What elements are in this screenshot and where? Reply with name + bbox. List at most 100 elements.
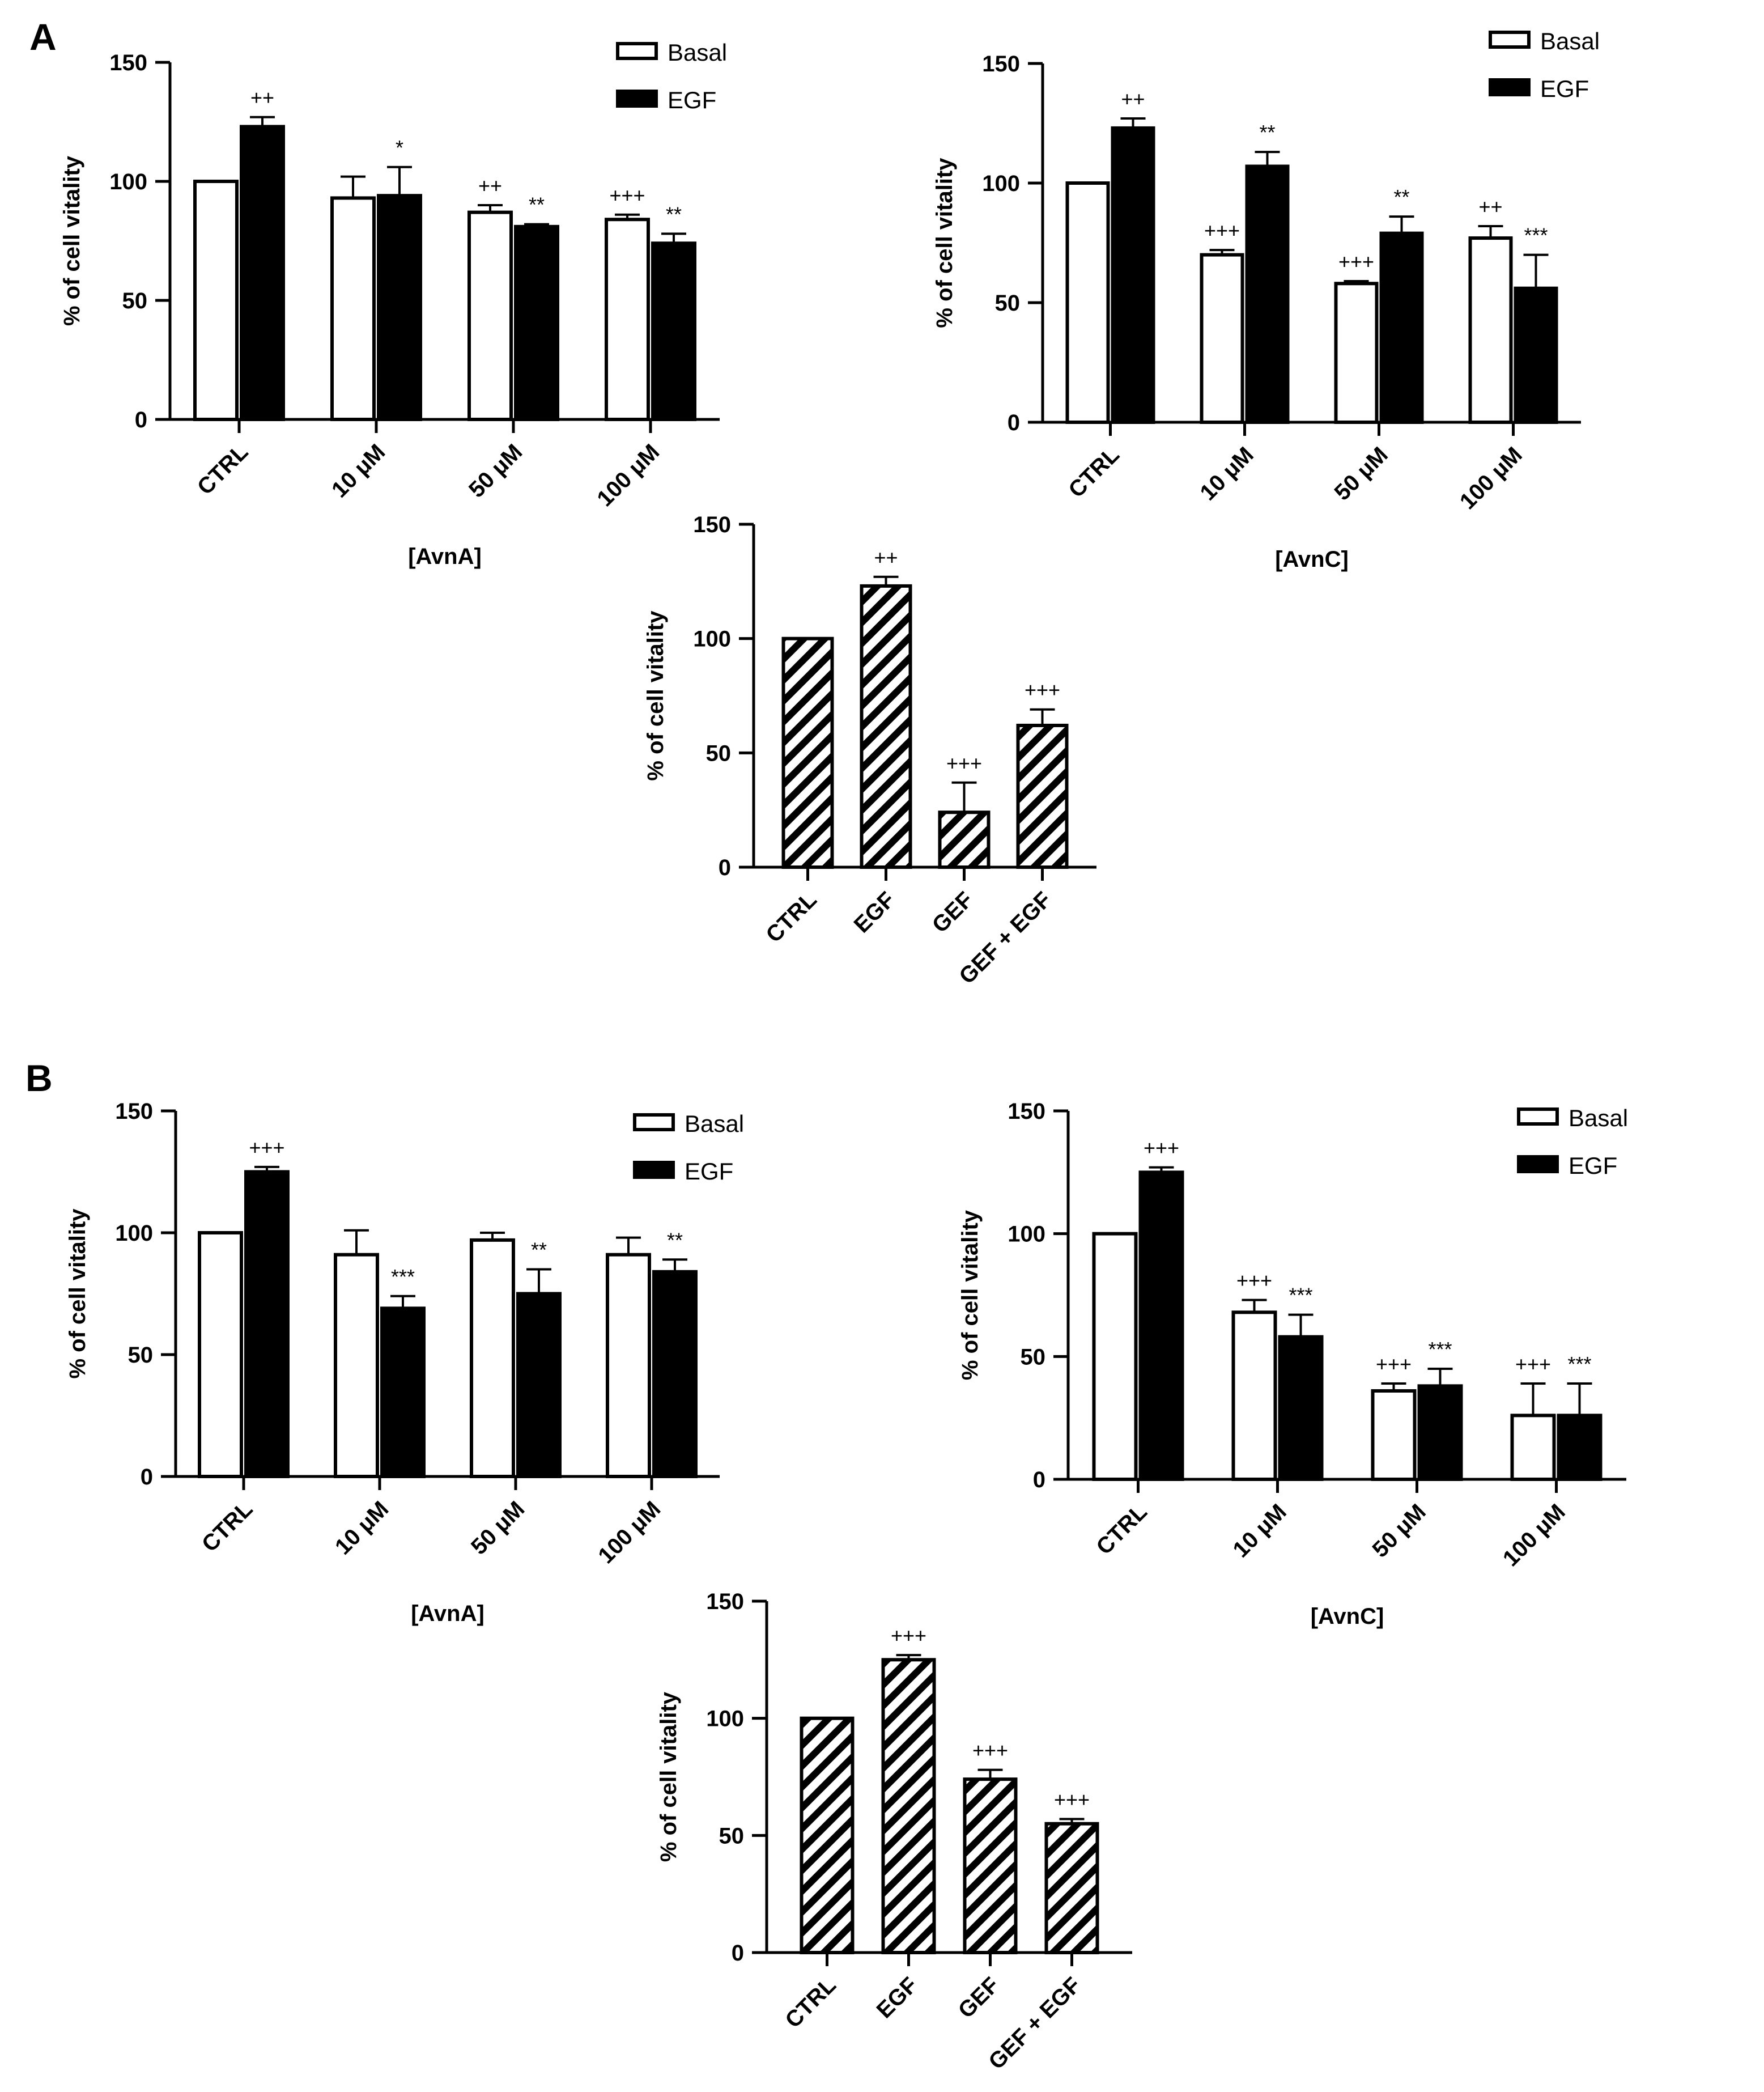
significance-label: *** [391,1265,415,1288]
x-tick-label: 50 μM [464,439,527,502]
bar-basal [1065,181,1110,424]
y-tick-label: 150 [115,1099,153,1124]
x-tick-label: 50 μM [1368,1499,1431,1562]
y-tick-label: 100 [693,627,731,652]
x-axis-title: [AvnA] [411,1601,484,1626]
legend-label-egf: EGF [1569,1152,1617,1179]
significance-label: ** [667,1228,683,1251]
panel-letter-b: B [25,1057,53,1099]
bar-egf [377,194,422,421]
significance-label: ** [529,193,545,217]
x-tick-label: 10 μM [330,1496,393,1559]
bar-egf [1379,231,1424,424]
significance-label: +++ [946,752,982,775]
x-axis-title: [AvnA] [408,544,482,569]
significance-label: +++ [891,1624,926,1647]
bar-egf [1245,164,1290,424]
bar-egf [1417,1384,1463,1481]
significance-label: +++ [1376,1352,1412,1376]
significance-label: +++ [609,184,645,207]
legend-label-egf: EGF [685,1158,733,1185]
panel-letter-a: A [29,16,57,58]
bar-value [1016,723,1069,869]
x-tick-label: CTRL [1091,1499,1152,1560]
y-tick-label: 150 [109,50,147,75]
x-tick-label: 50 μM [1330,442,1393,505]
significance-label: ++ [1478,195,1502,218]
legend-swatch-basal [633,1113,675,1131]
legend-swatch-basal [1517,1107,1559,1126]
bar-value [1044,1822,1099,1955]
x-tick-label: GEF [928,887,978,937]
bar-egf [1514,286,1558,424]
x-tick-label: CTRL [193,439,253,500]
legend-swatch-egf [1489,78,1531,96]
x-tick-label: CTRL [780,1972,841,2033]
chart-3: 0 50 100 150 % of cell vitality CTRL EGF ++ GEF +… [643,512,1096,989]
y-axis-title: % of cell vitality [932,158,957,328]
bar-egf [380,1306,426,1479]
bar-value [860,584,912,869]
significance-label: +++ [972,1739,1008,1762]
bar-basal [1510,1414,1556,1481]
significance-label: ++ [1121,87,1145,111]
y-axis-title: % of cell vitality [59,155,84,326]
x-tick-label: CTRL [761,887,822,948]
bar-basal [1092,1232,1138,1482]
bar-egf [1278,1335,1324,1482]
significance-label: * [396,136,403,159]
bar-basal [1334,282,1379,424]
significance-label: +++ [1025,678,1060,702]
x-tick-label: GEF [954,1972,1004,2023]
bar-basal [467,210,513,421]
y-tick-label: 150 [1008,1099,1045,1124]
x-tick-label: 100 μM [593,1496,665,1568]
chart-4: 0 50 100 150 % of cell vitality CTRL +++ 10 μM *… [65,1099,744,1626]
legend-swatch-basal [616,42,658,60]
chart-1: 0 50 100 150 % of cell vitality CTRL ++ 10 μM * 5… [59,39,727,569]
bar-value [800,1716,855,1955]
y-tick-label: 150 [706,1589,744,1614]
legend-label-basal: Basal [685,1110,744,1137]
bar-egf [1557,1414,1603,1481]
significance-label: *** [1567,1352,1591,1376]
legend-swatch-basal [1489,31,1531,49]
bar-basal [1371,1389,1417,1481]
bar-basal [1200,253,1244,424]
y-tick-label: 50 [995,291,1021,316]
x-tick-label: 100 μM [1498,1499,1570,1571]
bar-basal [330,196,376,421]
y-axis-title: % of cell vitality [656,1691,681,1862]
significance-label: ++ [874,546,898,569]
y-axis-title: % of cell vitality [643,610,668,781]
x-axis-title: [AvnC] [1275,547,1349,572]
x-tick-label: CTRL [1064,442,1124,503]
bar-egf [244,1170,290,1478]
bar-egf [651,241,696,421]
significance-label: ** [1393,185,1409,209]
chart-5: 0 50 100 150 % of cell vitality CTRL +++ 10 μM +… [958,1099,1628,1629]
y-tick-label: 0 [1008,410,1020,435]
legend-label-basal: Basal [1540,28,1600,54]
y-tick-label: 0 [1033,1467,1045,1492]
bar-value [938,811,991,869]
bar-basal [198,1231,243,1478]
y-tick-label: 150 [982,52,1020,77]
x-tick-label: EGF [849,887,900,937]
y-tick-label: 100 [982,171,1020,196]
y-axis-title: % of cell vitality [958,1210,983,1380]
bar-egf [514,224,559,421]
y-tick-label: 100 [706,1707,744,1732]
significance-label: ** [531,1238,547,1262]
x-tick-label: 100 μM [1455,442,1527,514]
chart-6: 0 50 100 150 % of cell vitality CTRL EGF +++ GEF… [656,1589,1132,2074]
x-tick-label: CTRL [197,1496,258,1557]
significance-label: ** [666,202,682,226]
y-tick-label: 50 [122,288,148,313]
legend-label-basal: Basal [1569,1105,1628,1131]
y-tick-label: 0 [141,1465,153,1490]
legend-label-basal: Basal [668,39,727,66]
bar-basal [605,218,650,421]
bar-basal [470,1238,515,1478]
x-tick-label: 10 μM [327,439,390,502]
